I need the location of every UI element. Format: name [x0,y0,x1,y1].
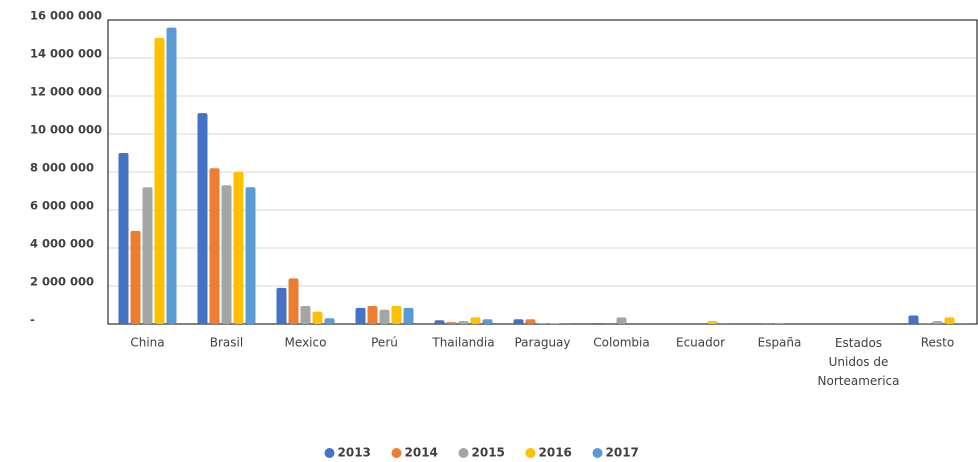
bar [288,278,299,324]
bar [908,315,919,324]
bar [774,323,785,324]
x-tick-label: Paraguay [514,336,570,350]
y-tick-label: 12 000 000 [30,85,102,99]
bar [932,321,943,324]
bar [276,287,287,324]
bar [525,319,536,324]
bar [719,323,730,324]
y-tick-label: - [30,313,35,327]
legend-label: 2016 [539,446,572,460]
x-tick-line: Estados [835,336,882,350]
y-tick-label: 8 000 000 [30,161,94,175]
bar [513,319,524,324]
bar [616,317,627,324]
bar [197,113,208,324]
bar [391,305,402,324]
bar [367,305,378,324]
bar [944,317,955,324]
x-tick-label: Ecuador [676,336,725,350]
y-tick-label: 10 000 000 [30,123,102,137]
x-tick-label: España [758,336,802,350]
x-tick-label: Colombia [593,336,649,350]
bar [130,230,141,324]
bar [537,323,548,324]
bar [458,321,469,324]
bar [300,305,311,324]
x-tick-label: China [130,336,164,350]
bar [221,185,232,324]
legend-label: 2014 [405,446,438,460]
bar [956,323,967,324]
bar [592,323,603,324]
bar [434,320,445,324]
x-tick-line: Unidos de [829,355,889,369]
bar [324,318,335,324]
x-tick-label: Perú [371,336,398,350]
x-tick-label: Mexico [285,336,327,350]
bar [166,27,177,324]
bar [209,168,220,324]
y-tick-label: 6 000 000 [30,199,94,213]
bar [312,311,323,324]
bar [142,187,153,324]
bar [245,187,256,324]
bar [482,319,493,324]
legend-label: 2017 [606,446,639,460]
bar [355,307,366,324]
x-tick-line: Norteamerica [818,374,900,388]
bar [470,317,481,324]
legend-label: 2013 [338,446,371,460]
legend-swatch [324,448,335,458]
y-tick-label: 16 000 000 [30,9,102,23]
y-tick-label: 2 000 000 [30,275,94,289]
bar [446,322,457,324]
x-tick-label: Thailandia [431,336,494,350]
legend-swatch [391,448,402,458]
bar [154,38,165,325]
bar [762,323,773,324]
y-tick-label: 4 000 000 [30,237,94,251]
bar [403,307,414,324]
bar [920,323,931,324]
bar [379,309,390,324]
legend-swatch [592,448,603,458]
bar [118,153,129,324]
y-tick-label: 14 000 000 [30,47,102,61]
bar [561,323,572,324]
legend-label: 2015 [472,446,505,460]
legend-swatch [458,448,469,458]
x-tick-label: Brasil [210,336,243,350]
bar [233,172,244,324]
x-tick-label: Resto [921,336,954,350]
bar [707,321,718,324]
x-tick-label: Estados Unidos de Norteamerica [818,336,900,388]
bar [549,323,560,324]
legend-swatch [525,448,536,458]
